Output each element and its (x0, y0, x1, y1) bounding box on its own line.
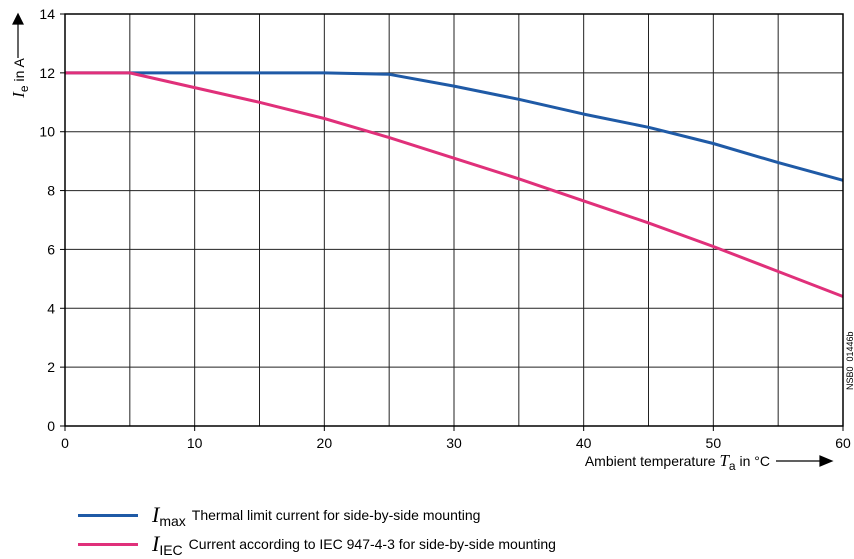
series-lines (65, 71, 844, 298)
x-tick-label: 40 (576, 435, 592, 451)
legend-subscript-iiec: IEC (159, 542, 183, 558)
legend-swatch-imax (78, 513, 138, 517)
y-tick-label: 0 (47, 418, 55, 434)
grid (65, 14, 843, 426)
legend-symbol-imax: I (152, 502, 160, 527)
plot-frame (64, 13, 844, 427)
legend-item-iiec: I IEC Current according to IEC 947-4-3 f… (78, 531, 838, 558)
legend-item-imax: I max Thermal limit current for side-by-… (78, 502, 838, 529)
legend-symbol-iiec: I (152, 531, 160, 556)
series-line-imax (65, 71, 844, 182)
y-tick-label: 6 (47, 241, 55, 257)
legend-swatch-iiec (78, 542, 138, 546)
y-tick-label: 14 (39, 6, 55, 22)
legend-description-iiec: Current according to IEC 947-4-3 for sid… (188, 536, 556, 552)
y-axis-arrow (12, 12, 24, 58)
y-axis-label: Ie in A (9, 58, 31, 99)
derating-chart: 0 10 20 30 40 50 60 0 2 4 6 8 10 12 14 Ie in A Ambien… (9, 6, 854, 470)
y-axis-ticks: 0 2 4 6 8 10 12 14 (39, 6, 65, 434)
series-line-iiec (65, 71, 844, 298)
x-tick-label: 20 (317, 435, 333, 451)
x-tick-label: 0 (61, 435, 69, 451)
legend-subscript-imax: max (159, 513, 186, 529)
x-tick-label: 30 (446, 435, 462, 451)
x-tick-label: 50 (706, 435, 722, 451)
y-tick-label: 8 (47, 183, 55, 199)
y-tick-label: 4 (47, 300, 55, 316)
y-tick-label: 10 (39, 124, 55, 140)
y-tick-label: 12 (39, 65, 55, 81)
x-tick-label: 60 (835, 435, 851, 451)
x-axis-ticks: 0 10 20 30 40 50 60 (61, 426, 851, 451)
legend-description-imax: Thermal limit current for side-by-side m… (191, 507, 481, 523)
x-tick-label: 10 (187, 435, 203, 451)
x-axis-arrow (776, 455, 834, 467)
figure-code: NSB0_01446b (845, 331, 854, 390)
x-axis-label: Ambient temperature Ta in °C (585, 451, 770, 470)
y-tick-label: 2 (47, 359, 55, 375)
